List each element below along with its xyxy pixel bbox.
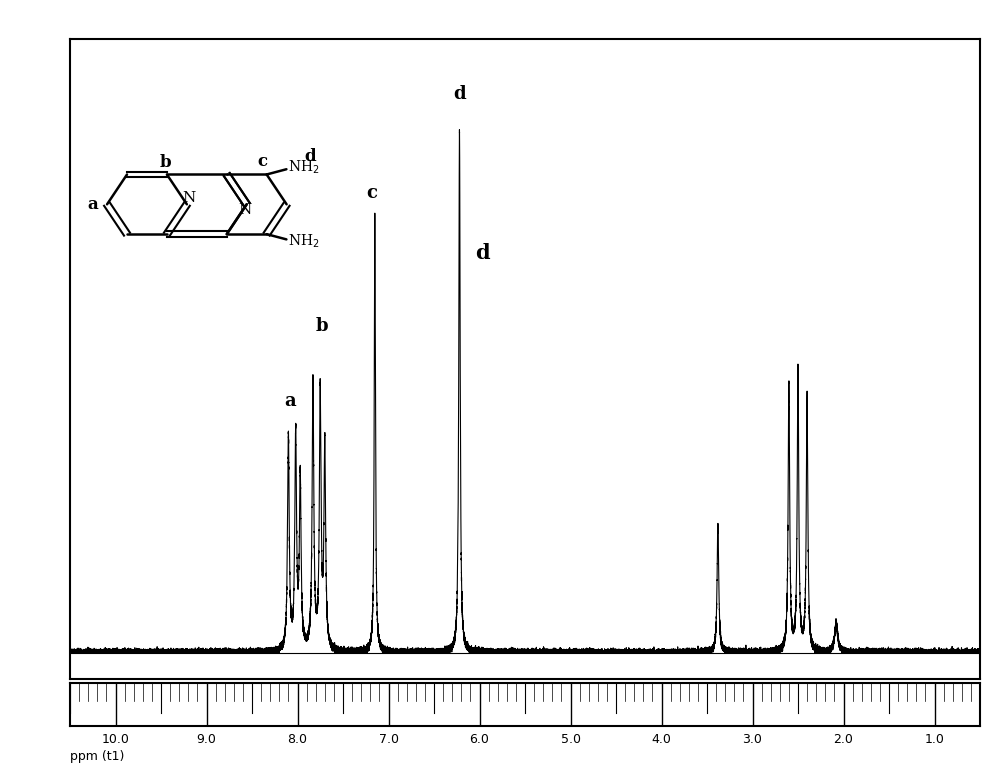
Text: 5.0: 5.0 [560,733,580,746]
Text: NH$_2$: NH$_2$ [288,233,320,251]
Text: 6.0: 6.0 [470,733,489,746]
Text: d: d [453,85,466,103]
Text: 3.0: 3.0 [743,733,762,746]
Text: NH$_2$: NH$_2$ [288,159,320,176]
Text: 1.0: 1.0 [925,733,944,746]
Text: d: d [475,243,490,263]
Text: 10.0: 10.0 [102,733,129,746]
Text: b: b [159,154,171,170]
Text: a: a [87,196,98,212]
Text: ppm (t1): ppm (t1) [70,750,124,763]
Text: 8.0: 8.0 [288,733,308,746]
Text: b: b [316,317,328,335]
Text: 2.0: 2.0 [834,733,853,746]
Text: 7.0: 7.0 [378,733,398,746]
Text: d: d [304,148,316,166]
Text: N: N [182,191,195,205]
Text: a: a [284,392,296,410]
Text: 9.0: 9.0 [197,733,216,746]
Text: c: c [257,153,267,169]
Text: 4.0: 4.0 [652,733,671,746]
Text: c: c [367,184,378,201]
Text: N: N [238,203,251,217]
